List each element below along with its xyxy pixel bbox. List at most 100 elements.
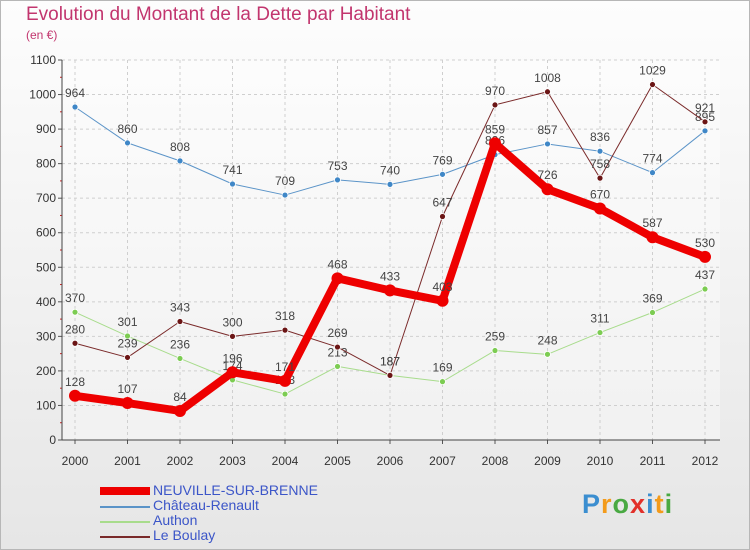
- data-label: 84: [173, 390, 187, 404]
- logo-letter: x: [630, 489, 647, 519]
- y-tick-label: 500: [36, 260, 56, 274]
- data-label: 836: [590, 130, 610, 144]
- data-point: [176, 157, 184, 165]
- data-label: 107: [117, 382, 137, 396]
- x-tick-label: 2005: [324, 454, 351, 468]
- data-label: 970: [485, 84, 505, 98]
- data-label: 259: [485, 330, 505, 344]
- data-label: 774: [642, 152, 662, 166]
- x-tick-label: 2006: [377, 454, 404, 468]
- data-point: [174, 404, 186, 417]
- data-label: 213: [327, 345, 347, 359]
- data-label: 369: [642, 292, 662, 306]
- x-tick-label: 2003: [219, 454, 246, 468]
- data-point: [699, 250, 711, 263]
- data-point: [701, 285, 709, 293]
- data-label: 318: [275, 309, 295, 323]
- data-point: [124, 332, 131, 340]
- data-point: [71, 103, 79, 111]
- data-label: 239: [117, 336, 137, 350]
- data-label: 301: [117, 315, 137, 329]
- legend-swatch: [100, 536, 150, 538]
- data-label: 741: [222, 163, 242, 177]
- data-label: 280: [65, 322, 85, 336]
- data-point: [436, 294, 449, 307]
- y-tick-label: 700: [36, 191, 56, 205]
- y-tick-label: 100: [36, 398, 56, 412]
- logo-letter: i: [646, 489, 655, 519]
- data-point: [596, 174, 604, 182]
- data-label: 187: [380, 354, 400, 368]
- data-point: [541, 183, 554, 196]
- x-tick-label: 2007: [429, 454, 456, 468]
- data-point: [124, 139, 131, 147]
- chart-unit: (en €): [26, 28, 58, 42]
- data-point: [121, 397, 134, 410]
- chart-title: Evolution du Montant de la Dette par Hab…: [26, 4, 411, 25]
- y-tick-label: 900: [36, 122, 56, 136]
- legend-swatch: [100, 521, 150, 523]
- data-point: [124, 354, 131, 361]
- y-tick-label: 0: [49, 433, 56, 447]
- data-point: [544, 350, 551, 358]
- data-point: [439, 170, 446, 178]
- x-tick-label: 2002: [167, 454, 194, 468]
- y-tick-label: 600: [36, 226, 56, 240]
- data-label: 895: [695, 110, 715, 124]
- x-tick-label: 2008: [482, 454, 509, 468]
- data-point: [229, 332, 236, 340]
- data-point: [544, 140, 551, 148]
- data-point: [649, 309, 656, 316]
- data-point: [596, 329, 604, 336]
- data-label: 709: [275, 174, 295, 188]
- data-label: 196: [222, 351, 242, 365]
- data-label: 726: [537, 168, 557, 182]
- data-point: [176, 318, 184, 325]
- logo-letter: i: [664, 489, 674, 519]
- y-tick-label: 1100: [30, 53, 56, 67]
- data-point: [439, 378, 446, 386]
- legend-swatch: [100, 487, 150, 495]
- data-label: 740: [380, 163, 400, 177]
- legend-label: Château-Renault: [153, 497, 259, 513]
- data-label: 248: [537, 333, 557, 347]
- data-point: [334, 176, 341, 184]
- data-label: 808: [170, 140, 190, 154]
- x-tick-label: 2010: [587, 454, 614, 468]
- data-label: 403: [432, 280, 452, 294]
- legend-swatch: [100, 506, 150, 508]
- data-label: 169: [432, 361, 452, 375]
- data-label: 437: [695, 268, 715, 282]
- logo-letter: t: [654, 489, 665, 519]
- y-tick-label: 200: [36, 364, 56, 378]
- x-tick-label: 2004: [272, 454, 299, 468]
- data-label: 1029: [639, 64, 666, 78]
- data-label: 269: [327, 326, 347, 340]
- data-label: 1008: [534, 71, 561, 85]
- data-point: [384, 284, 396, 297]
- data-point: [281, 191, 289, 199]
- proxiti-logo: Proxiti: [582, 489, 673, 520]
- data-point: [71, 339, 79, 347]
- data-point: [701, 127, 709, 135]
- data-label: 343: [170, 301, 190, 315]
- logo-letter: P: [582, 489, 602, 519]
- logo-letter: r: [601, 489, 613, 519]
- data-point: [386, 371, 394, 379]
- x-tick-label: 2011: [640, 454, 666, 468]
- data-point: [489, 137, 501, 150]
- data-point: [334, 343, 341, 351]
- data-point: [334, 363, 341, 370]
- y-tick-label: 1000: [29, 88, 56, 102]
- data-point: [491, 101, 499, 109]
- data-label: 311: [590, 312, 609, 326]
- y-tick-label: 300: [36, 329, 56, 343]
- data-point: [69, 389, 81, 402]
- data-point: [281, 390, 289, 398]
- legend-label: Authon: [153, 512, 198, 528]
- data-label: 921: [695, 101, 715, 115]
- data-point: [176, 355, 184, 362]
- y-tick-label: 800: [36, 157, 56, 171]
- data-point: [439, 213, 446, 220]
- x-tick-label: 2009: [534, 454, 561, 468]
